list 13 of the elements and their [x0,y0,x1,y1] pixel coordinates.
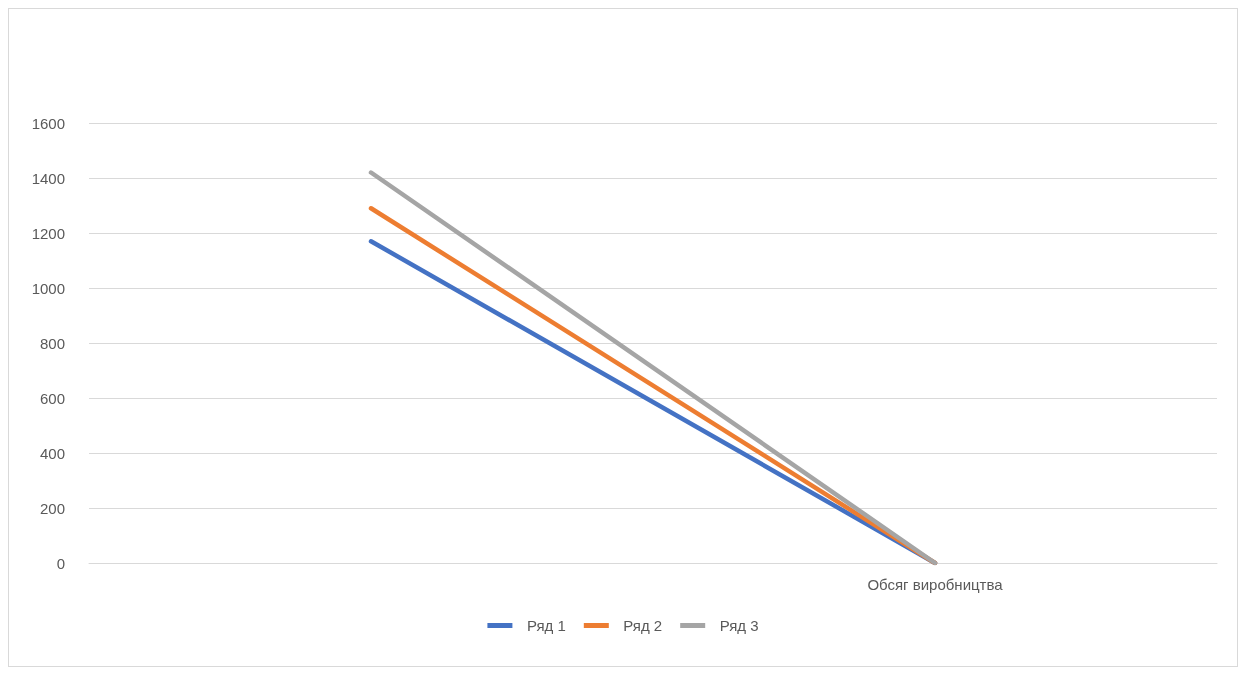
y-tick-label: 1000 [31,279,65,297]
y-tick-label: 400 [39,444,65,462]
y-tick-label: 800 [39,334,65,352]
y-tick-label: 600 [39,389,65,407]
y-tick-label: 200 [39,499,65,517]
x-tick-label: Обсяг виробництва [867,576,1004,593]
y-tick-label: 1400 [31,169,65,187]
y-tick-label: 0 [56,554,65,572]
y-tick-label: 1600 [31,114,65,132]
legend-label: Ряд 1 [526,617,566,634]
legend-label: Ряд 3 [719,617,759,634]
y-tick-label: 1200 [31,224,65,242]
legend-label: Ряд 2 [623,617,663,634]
